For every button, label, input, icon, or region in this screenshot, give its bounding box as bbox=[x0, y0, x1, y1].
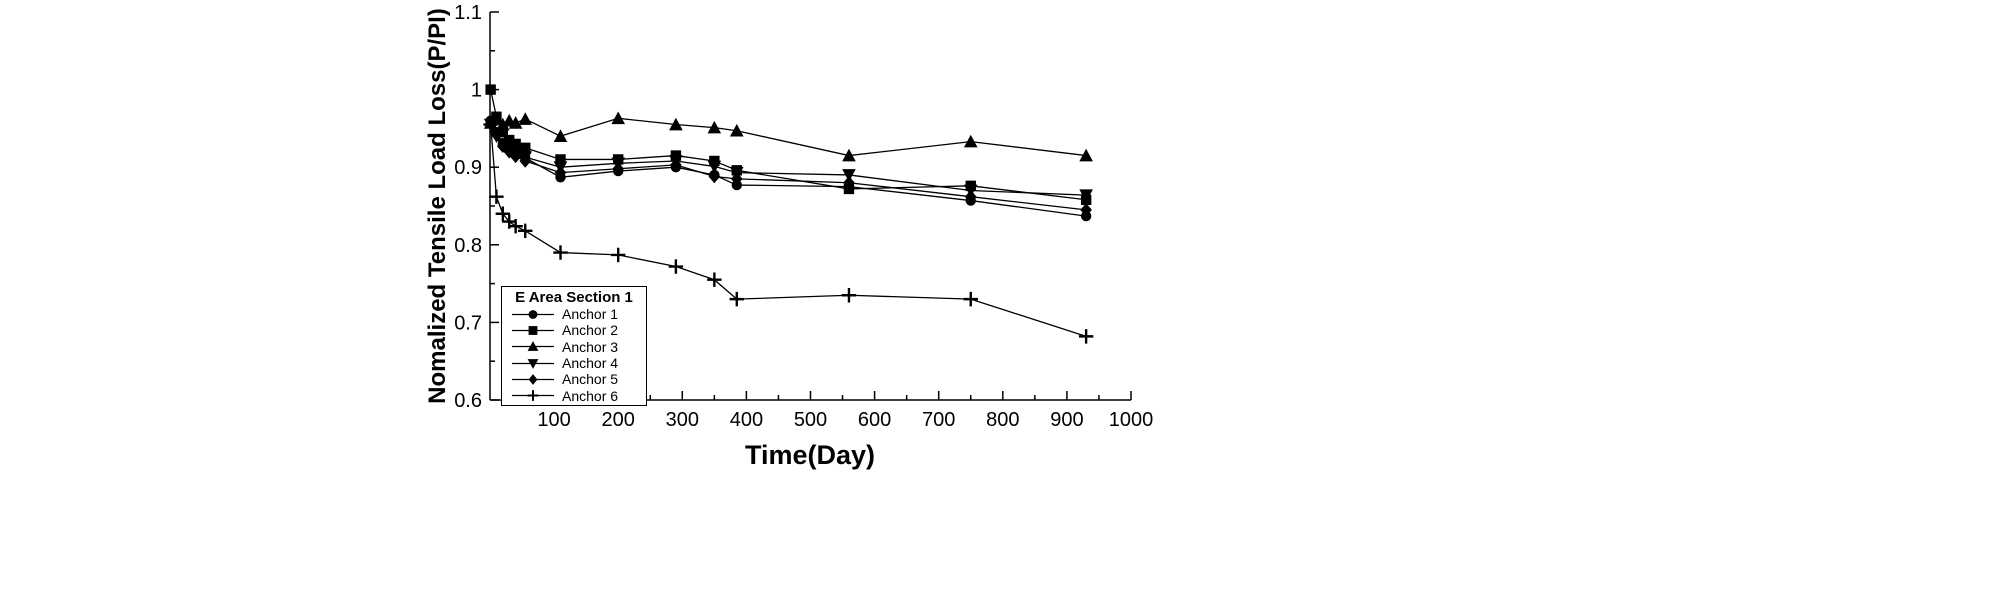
series-anchor-5 bbox=[484, 116, 1092, 217]
x-tick-label: 800 bbox=[986, 409, 1019, 431]
series-anchor-6 bbox=[483, 117, 1094, 344]
legend-item: Anchor 5 bbox=[502, 371, 646, 387]
x-tick-label: 400 bbox=[730, 409, 763, 431]
y-tick-label: 1 bbox=[471, 80, 482, 102]
legend-marker-diamond bbox=[512, 373, 554, 385]
legend-item: Anchor 1 bbox=[502, 306, 646, 322]
x-tick-label: 600 bbox=[858, 409, 891, 431]
legend: E Area Section 1 Anchor 1 Anchor 2 Anchor 3… bbox=[501, 286, 647, 406]
legend-item: Anchor 4 bbox=[502, 355, 646, 371]
legend-item: Anchor 3 bbox=[502, 339, 646, 355]
x-tick-label: 100 bbox=[537, 409, 570, 431]
x-tick-label: 1000 bbox=[1109, 409, 1154, 431]
legend-label: Anchor 4 bbox=[562, 355, 619, 372]
legend-label: Anchor 3 bbox=[562, 338, 619, 355]
legend-label: Anchor 5 bbox=[562, 371, 619, 388]
x-tick-label: 700 bbox=[922, 409, 955, 431]
series-anchor-3 bbox=[483, 111, 1093, 162]
y-tick-label: 0.6 bbox=[454, 390, 482, 412]
y-tick-label: 1.1 bbox=[454, 2, 482, 24]
y-tick-label: 0.8 bbox=[454, 235, 482, 257]
legend-label: Anchor 6 bbox=[562, 387, 619, 404]
x-tick-label: 500 bbox=[794, 409, 827, 431]
legend-item: Anchor 6 bbox=[502, 387, 646, 404]
legend-item: Anchor 2 bbox=[502, 322, 646, 338]
x-tick-label: 300 bbox=[666, 409, 699, 431]
legend-marker-triangle-down bbox=[512, 358, 554, 369]
legend-marker-triangle-up bbox=[512, 341, 554, 352]
y-axis-title: Nomalized Tensile Load Loss(P/PI) bbox=[424, 8, 451, 404]
legend-marker-square bbox=[512, 326, 554, 335]
legend-marker-plus bbox=[512, 390, 554, 402]
y-tick-label: 0.7 bbox=[454, 312, 482, 334]
legend-label: Anchor 2 bbox=[562, 322, 619, 339]
legend-marker-circle bbox=[512, 309, 554, 319]
legend-title: E Area Section 1 bbox=[515, 289, 633, 306]
x-tick-label: 900 bbox=[1050, 409, 1083, 431]
legend-label: Anchor 1 bbox=[562, 306, 619, 323]
x-tick-label: 200 bbox=[602, 409, 635, 431]
x-axis-title: Time(Day) bbox=[744, 440, 876, 470]
y-tick-label: 0.9 bbox=[454, 157, 482, 179]
